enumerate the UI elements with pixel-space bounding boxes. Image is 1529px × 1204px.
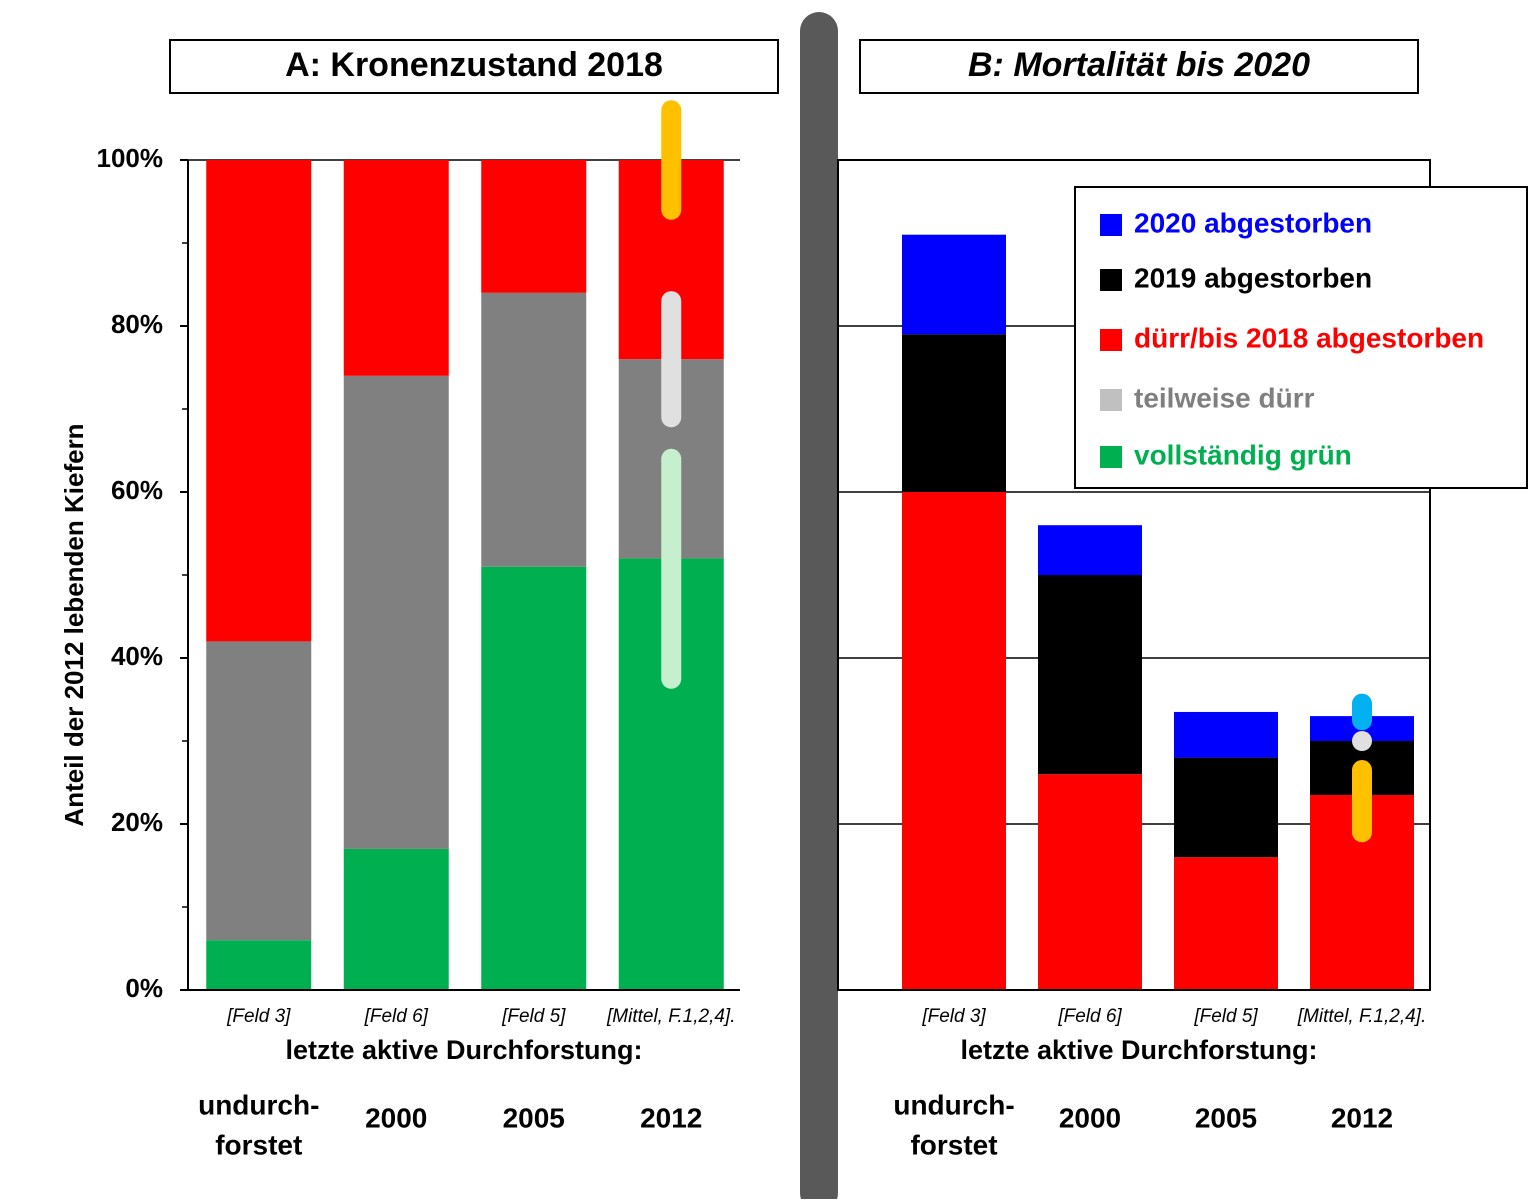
legend: 2020 abgestorben 2019 abgestorben dürr/bis… [1074,186,1528,489]
bar-segment [481,566,587,990]
x-axis-label: letzte aktive Durchforstung: [960,1035,1317,1065]
y-axis-label: Anteil der 2012 lebenden Kiefern [59,423,89,826]
x-tick-label: [Mittel, F.1,2,4]. [606,1006,735,1027]
x-axis-label: letzte aktive Durchforstung: [285,1035,642,1065]
bar-segment [1174,711,1278,758]
legend-label: 2020 abgestorben [1134,207,1372,238]
group-label: undurch- [893,1089,1014,1120]
title-box [169,39,779,94]
y-tick-label: 60% [111,475,163,505]
title-box [859,39,1419,94]
group-label: 2000 [365,1102,427,1133]
y-tick-label: 20% [111,807,163,837]
group-label: 2012 [1331,1102,1393,1133]
bar-segment [902,334,1006,492]
x-tick-label: [Feld 6] [1057,1006,1122,1027]
bar-segment [1174,757,1278,858]
bar-segment [902,234,1006,335]
y-tick-label: 0% [125,973,163,1003]
group-label: forstet [215,1129,302,1160]
legend-swatch [1100,329,1122,351]
group-label: 2005 [503,1102,565,1133]
bar-segment [1038,774,1142,990]
bar-segment [206,160,312,642]
group-label: undurch- [198,1089,319,1120]
bar-segment [1038,525,1142,575]
bar-segment [343,160,449,376]
legend-label: teilweise dürr [1134,382,1315,413]
legend-swatch [1100,269,1122,291]
legend-label: 2019 abgestorben [1134,262,1372,293]
bar-segment [481,292,587,567]
legend-label: vollständig grün [1134,439,1352,470]
x-tick-label: [Feld 5] [1193,1006,1258,1027]
bar-segment [206,641,312,941]
group-label: 2005 [1195,1102,1257,1133]
y-tick-label: 80% [111,309,163,339]
bar-segment [206,940,312,990]
legend-box [1074,186,1528,489]
chart-title: B: Mortalität bis 2020 [968,46,1310,84]
bar-segment [1174,857,1278,990]
bar-segment [343,375,449,849]
x-tick-label: [Mittel, F.1,2,4]. [1297,1006,1426,1027]
x-tick-label: [Feld 3] [921,1006,986,1027]
group-label: forstet [910,1129,997,1160]
group-label: 2000 [1059,1102,1121,1133]
bar-segment [1038,575,1142,775]
legend-label: dürr/bis 2018 abgestorben [1134,322,1484,353]
y-tick-label: 100% [97,143,164,173]
legend-swatch [1100,214,1122,236]
chart-title: A: Kronenzustand 2018 [285,46,663,84]
divider [800,12,838,1204]
x-tick-label: [Feld 3] [226,1006,291,1027]
legend-swatch [1100,446,1122,468]
y-tick-label: 40% [111,641,163,671]
x-tick-label: [Feld 6] [364,1006,429,1027]
group-label: 2012 [640,1102,702,1133]
bar-segment [481,160,587,293]
x-tick-label: [Feld 5] [501,1006,566,1027]
legend-swatch [1100,389,1122,411]
bar-segment [902,492,1006,990]
bar-segment [343,848,449,990]
